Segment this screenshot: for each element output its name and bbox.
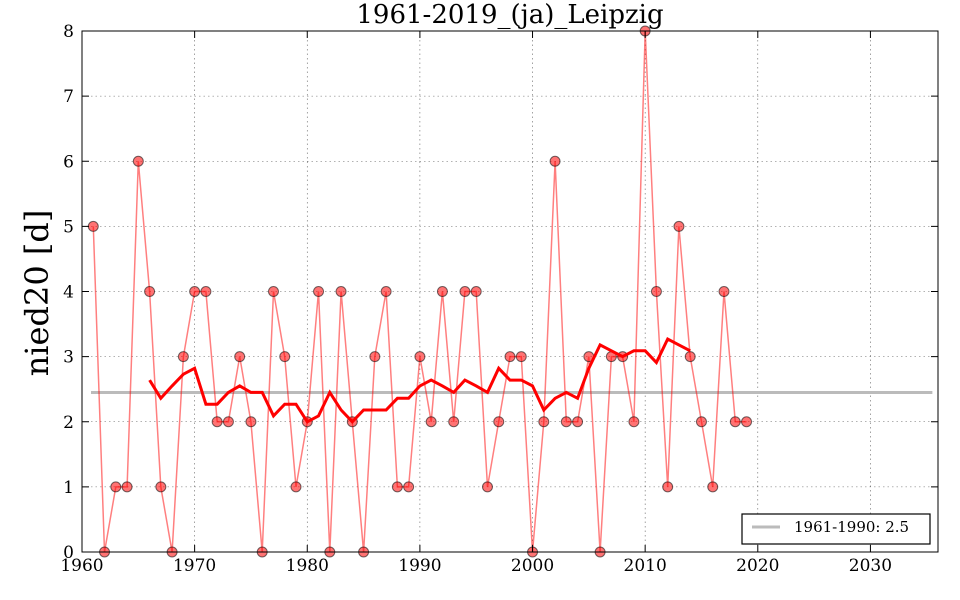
y-tick-label: 8 — [63, 22, 74, 42]
annual-point — [189, 286, 201, 297]
annual-point — [380, 286, 392, 297]
y-tick-label: 1 — [63, 478, 74, 498]
y-tick-label: 6 — [63, 152, 74, 172]
annual-point — [211, 416, 223, 428]
annual-point — [335, 286, 347, 297]
legend-label: 1961-1990: 2.5 — [794, 518, 909, 536]
annual-point — [538, 416, 550, 428]
annual-point — [459, 286, 471, 297]
moving-average-line — [148, 336, 691, 424]
annual-point — [729, 416, 741, 428]
annual-point — [245, 416, 257, 428]
annual-point — [741, 416, 753, 428]
annual-point — [234, 351, 246, 363]
annual-point — [155, 481, 167, 493]
annual-point — [87, 220, 99, 232]
y-tick-label: 2 — [63, 413, 74, 433]
annual-point — [132, 155, 144, 167]
annual-point — [290, 481, 302, 493]
x-tick-label: 2030 — [849, 556, 892, 576]
annual-point — [718, 286, 730, 297]
y-tick-label: 7 — [63, 87, 74, 107]
annual-point — [448, 416, 460, 428]
x-tick-label: 1990 — [398, 556, 441, 576]
y-tick-label: 4 — [63, 283, 74, 303]
annual-point — [110, 481, 122, 493]
annual-point — [695, 416, 707, 428]
annual-point — [470, 286, 482, 297]
annual-point — [707, 481, 719, 493]
legend: 1961-1990: 2.5 — [741, 513, 931, 545]
annual-point — [481, 481, 493, 493]
annual-point — [279, 351, 291, 363]
y-tick-label: 3 — [63, 348, 74, 368]
annual-point — [628, 416, 640, 428]
annual-point — [425, 416, 437, 428]
annual-point — [684, 351, 696, 363]
annual-point — [144, 286, 156, 297]
annual-point — [673, 220, 685, 232]
annual-point — [560, 416, 572, 428]
annual-point — [650, 286, 662, 297]
annual-point — [391, 481, 403, 493]
annual-point — [121, 481, 133, 493]
y-axis-label: nied20 [d] — [18, 210, 56, 377]
x-tick-label: 2020 — [736, 556, 779, 576]
annual-point — [267, 286, 279, 297]
series-layer — [87, 25, 753, 558]
y-tick-label: 0 — [63, 543, 74, 563]
annual-point — [436, 286, 448, 297]
annual-point — [177, 351, 189, 363]
annual-point — [369, 351, 381, 363]
legend-box — [741, 513, 931, 545]
annual-point — [493, 416, 505, 428]
chart-title: 1961-2019_(ja)_Leipzig — [356, 0, 663, 30]
x-tick-label: 2010 — [624, 556, 667, 576]
annual-point — [549, 155, 561, 167]
x-tick-label: 1970 — [173, 556, 216, 576]
axis-ticks: 1960 1970 1980 1990 2000 2010 2020 2030 0 1 2 3 4 5 6 7… — [60, 22, 938, 576]
x-tick-label: 2000 — [511, 556, 554, 576]
x-tick-label: 1960 — [60, 556, 103, 576]
annual-point — [515, 351, 527, 363]
annual-point — [403, 481, 415, 493]
annual-point — [222, 416, 234, 428]
x-tick-label: 1980 — [286, 556, 329, 576]
annual-point — [572, 416, 584, 428]
annual-point — [313, 286, 325, 297]
annual-point — [662, 481, 674, 493]
annual-point — [504, 351, 516, 363]
annual-point — [414, 351, 426, 363]
annual-point — [200, 286, 212, 297]
y-tick-label: 5 — [63, 217, 74, 237]
